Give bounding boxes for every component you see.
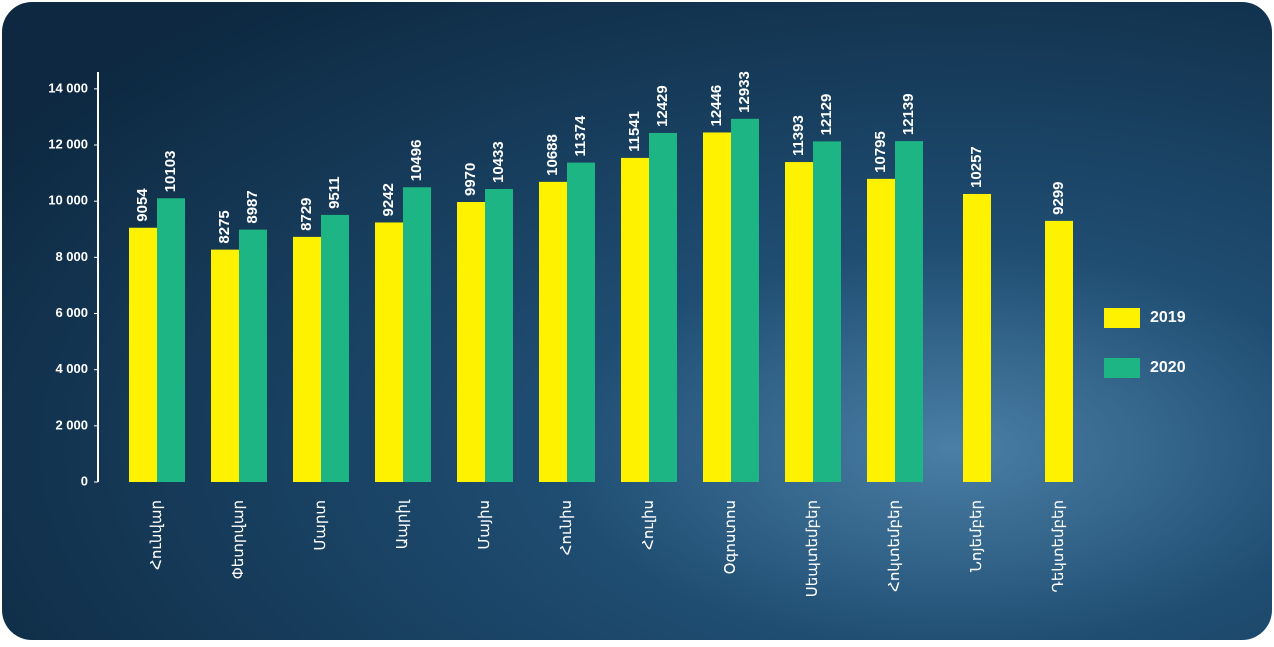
bar [567, 162, 595, 483]
bar [457, 202, 485, 482]
value-label: 9299 [1050, 181, 1067, 214]
value-label: 12129 [818, 94, 835, 136]
x-tick-label: Սեպտեմբեր [804, 500, 821, 597]
x-tick-label: Հունիս [558, 500, 575, 555]
value-label: 8729 [298, 197, 315, 230]
value-label: 8987 [244, 190, 261, 223]
value-label: 10795 [872, 131, 889, 173]
bar [963, 193, 991, 483]
bar [539, 181, 567, 482]
x-tick-label: Դեկտեմբեր [1050, 500, 1067, 592]
bar [813, 141, 841, 482]
legend-swatch [1104, 358, 1140, 378]
value-label: 12446 [708, 85, 725, 127]
bar [649, 132, 677, 483]
y-tick-label: 12 000 [48, 136, 88, 151]
value-label: 9242 [380, 183, 397, 216]
bar [895, 141, 923, 482]
y-tick-label: 6 000 [55, 305, 88, 320]
bar [403, 187, 431, 482]
value-label: 12139 [900, 93, 917, 135]
bar [621, 157, 649, 482]
x-tick-label: Հուլիս [640, 500, 657, 550]
value-label: 11393 [790, 115, 807, 156]
bar [1045, 220, 1073, 482]
y-tick-label: 4 000 [55, 361, 88, 376]
x-tick-label: Ապրիլ [394, 499, 411, 549]
x-tick-label: Օգոստոս [722, 500, 739, 574]
x-tick-label: Փետրվար [230, 500, 247, 579]
bar [375, 222, 403, 482]
value-label: 10496 [408, 140, 425, 182]
bar [129, 227, 157, 482]
bar [293, 236, 321, 482]
bar [785, 162, 813, 483]
value-label: 8275 [216, 210, 233, 243]
bar [731, 118, 759, 482]
value-label: 10257 [968, 146, 985, 188]
value-label: 11541 [626, 111, 643, 152]
bar [867, 178, 895, 483]
bar [321, 214, 349, 482]
legend-label: 2020 [1150, 359, 1186, 376]
value-label: 9054 [134, 188, 151, 222]
bar [239, 229, 267, 482]
value-label: 12429 [654, 85, 671, 127]
x-tick-label: Հոկտեմբեր [886, 500, 903, 592]
y-tick-label: 10 000 [48, 193, 88, 208]
x-tick-label: Մայիս [476, 500, 493, 550]
bar [211, 249, 239, 482]
value-label: 10433 [490, 141, 507, 183]
bar [485, 189, 513, 482]
y-tick-label: 0 [81, 473, 88, 488]
legend-swatch [1104, 308, 1140, 328]
value-label: 12933 [736, 71, 753, 113]
y-tick-label: 14 000 [48, 80, 88, 95]
y-tick-label: 8 000 [55, 249, 88, 264]
value-label: 9511 [326, 176, 343, 209]
x-tick-label: Նոյեմբեր [968, 500, 985, 572]
value-label: 10688 [544, 134, 561, 176]
bar [157, 198, 185, 482]
x-tick-label: Հունվար [148, 500, 165, 570]
legend-label: 2019 [1150, 309, 1186, 326]
value-label: 11374 [572, 115, 589, 157]
bar [703, 132, 731, 482]
value-label: 9970 [462, 163, 479, 196]
y-tick-label: 2 000 [55, 417, 88, 432]
x-tick-label: Մարտ [312, 500, 329, 551]
value-label: 10103 [162, 151, 179, 193]
